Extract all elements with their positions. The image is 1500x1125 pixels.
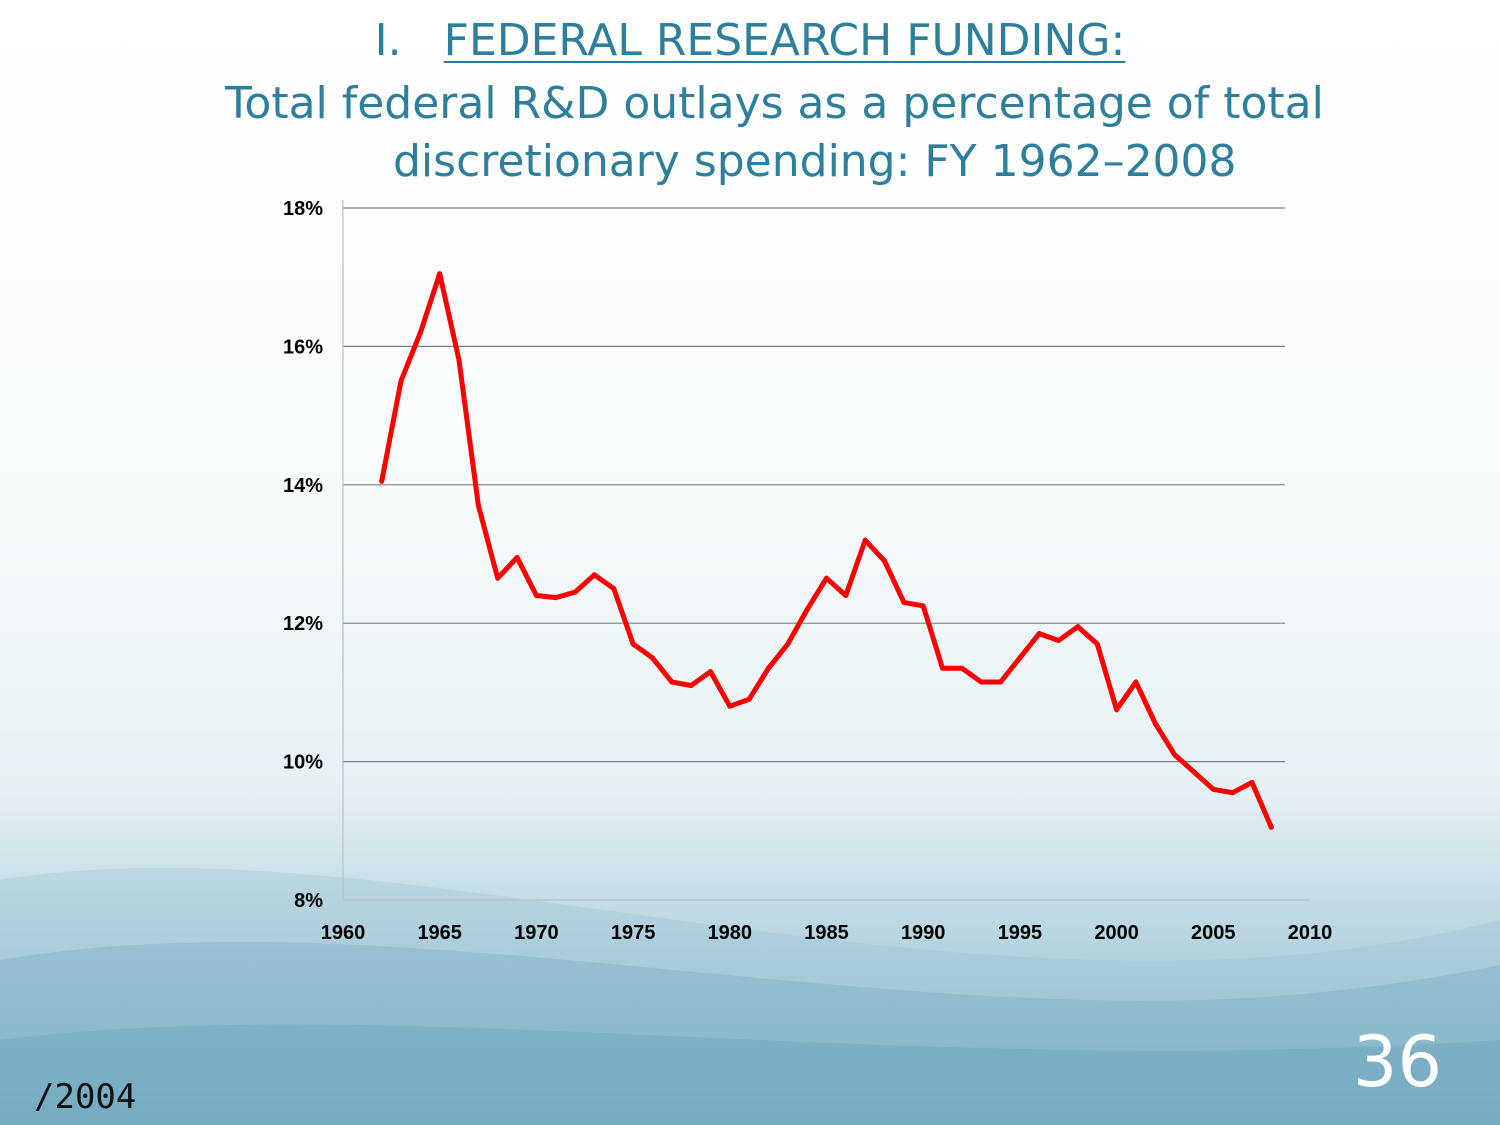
data-point: [901, 599, 907, 605]
data-point: [940, 665, 946, 671]
data-point: [882, 558, 888, 564]
y-tick-label: 10%: [283, 752, 323, 774]
data-point: [1249, 779, 1255, 785]
data-point: [1210, 786, 1216, 792]
data-point: [669, 679, 675, 685]
y-tick-label: 14%: [283, 475, 323, 497]
x-tick-label: 1995: [998, 922, 1043, 944]
gridlines: [343, 207, 1285, 763]
data-point: [920, 603, 926, 609]
data-point: [1152, 721, 1158, 727]
series-line: [379, 271, 1274, 829]
x-tick-label: 1975: [611, 922, 656, 944]
slide-heading: I. FEDERAL RESEARCH FUNDING:: [0, 14, 1500, 68]
x-tick-label: 1960: [321, 922, 366, 944]
y-tick-label: 16%: [283, 336, 323, 358]
heading-text: FEDERAL RESEARCH FUNDING:: [443, 15, 1126, 66]
data-point: [456, 357, 462, 363]
data-point: [978, 679, 984, 685]
chart-subtitle-line2: discretionary spending: FY 1962–2008: [393, 136, 1237, 187]
data-point: [1114, 707, 1120, 713]
data-point: [843, 593, 849, 599]
data-point: [649, 655, 655, 661]
data-point: [572, 589, 578, 595]
data-point: [1056, 638, 1062, 643]
heading-number: I.: [374, 15, 402, 66]
data-point: [591, 572, 597, 578]
footer-date-text: /2004: [34, 1077, 137, 1117]
data-point: [1133, 679, 1139, 685]
x-tick-label: 1970: [514, 922, 559, 944]
data-point: [804, 606, 810, 612]
x-tick-label: 1985: [804, 922, 849, 944]
slide-page-number: 36: [1352, 1021, 1442, 1103]
data-point: [1017, 655, 1023, 661]
y-tick-label: 12%: [283, 613, 323, 635]
data-point: [1094, 641, 1100, 647]
data-point: [1075, 624, 1081, 630]
data-point: [1268, 824, 1274, 830]
data-point: [495, 575, 501, 581]
x-tick-label: 2000: [1094, 922, 1139, 944]
tick-labels: 8% 10% 12% 14% 16% 18% 1960 1965 1970 1975 1980 198…: [283, 198, 1332, 944]
data-point: [862, 537, 868, 543]
axes: [342, 200, 1310, 901]
data-point: [514, 554, 520, 560]
data-point: [746, 696, 752, 702]
data-point: [437, 271, 443, 277]
data-point: [553, 595, 559, 601]
data-point: [688, 682, 694, 688]
data-point: [765, 665, 771, 671]
data-point: [533, 593, 539, 599]
data-point: [959, 665, 965, 671]
data-point: [998, 679, 1004, 685]
data-point: [475, 503, 481, 509]
data-point: [727, 703, 733, 709]
data-point: [707, 669, 713, 675]
data-point: [379, 478, 385, 484]
series-layer: [379, 271, 1274, 830]
data-point: [611, 586, 617, 592]
data-point: [398, 378, 404, 384]
data-point: [1191, 769, 1197, 775]
data-point: [1172, 752, 1178, 758]
x-tick-label: 2010: [1288, 922, 1333, 944]
x-tick-label: 2005: [1191, 922, 1236, 944]
data-point: [1230, 790, 1236, 796]
data-point: [824, 575, 829, 581]
x-tick-label: 1965: [417, 922, 462, 944]
chart-subtitle-line1: Total federal R&D outlays as a percentag…: [225, 78, 1324, 129]
data-point: [630, 641, 636, 647]
x-tick-label: 1980: [708, 922, 753, 944]
x-tick-label: 1990: [901, 922, 946, 944]
data-point: [417, 330, 423, 336]
data-point: [1036, 631, 1042, 637]
y-tick-label: 18%: [283, 198, 323, 220]
y-tick-label: 8%: [294, 890, 323, 912]
data-point: [785, 641, 791, 647]
